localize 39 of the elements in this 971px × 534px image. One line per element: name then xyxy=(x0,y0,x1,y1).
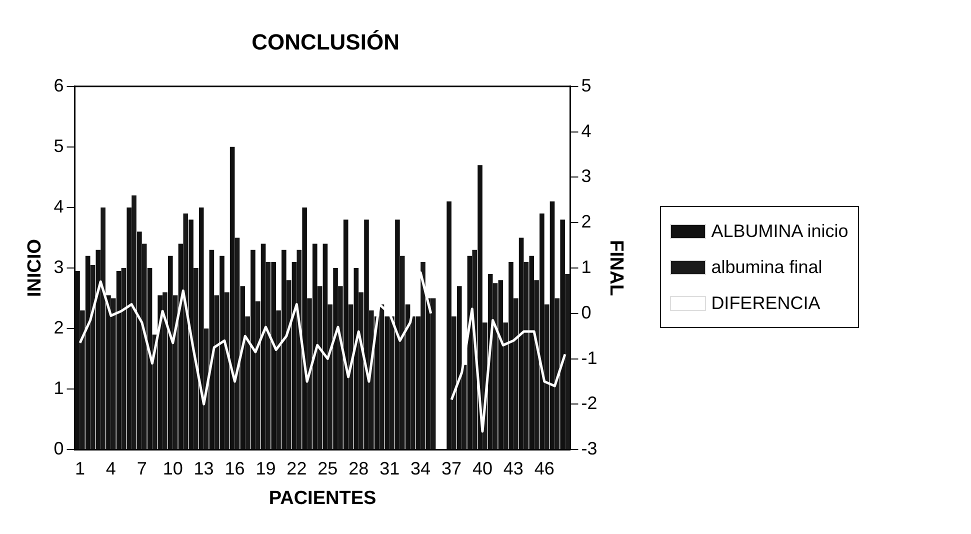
y-tick-label: 0 xyxy=(54,438,64,459)
y2-tick-label: 2 xyxy=(581,212,592,232)
y2-tick-label: -1 xyxy=(581,348,598,368)
y-tick-label: 4 xyxy=(54,196,64,216)
x-tick-label: 34 xyxy=(410,458,431,478)
legend-label: DIFERENCIA xyxy=(711,292,820,314)
x-tick-label: 31 xyxy=(380,458,400,478)
legend-label: ALBUMINA inicio xyxy=(711,220,848,242)
x-axis-title: PACIENTES xyxy=(268,488,376,509)
x-tick-label: 1 xyxy=(74,458,85,478)
x-tick-label: 10 xyxy=(162,458,183,478)
y2-tick-label: 5 xyxy=(581,75,592,96)
y2-tick-label: 0 xyxy=(581,302,592,322)
y-tick-label: 6 xyxy=(54,75,64,96)
y-tick-label: 2 xyxy=(54,318,64,338)
x-tick-label: 16 xyxy=(224,458,245,478)
x-tick-label: 28 xyxy=(348,458,369,478)
y2-tick-label: 1 xyxy=(581,256,592,277)
y2-tick-label: -2 xyxy=(581,393,598,414)
y-tick-label: 1 xyxy=(54,378,64,398)
x-tick-label: 7 xyxy=(136,458,147,478)
x-tick-label: 37 xyxy=(441,458,462,478)
y2-tick-label: 4 xyxy=(581,120,592,141)
x-tick-label: 4 xyxy=(106,458,116,478)
x-tick-label: 40 xyxy=(472,458,492,478)
x-tick-label: 46 xyxy=(534,458,554,478)
x-tick-label: 43 xyxy=(503,458,524,478)
y2-tick-label: 3 xyxy=(581,166,592,186)
y-tick-label: 5 xyxy=(54,136,64,156)
chart-title: CONCLUSIÓN xyxy=(252,29,400,54)
x-tick-label: 19 xyxy=(256,458,276,478)
y-axis-title: INICIO xyxy=(24,238,46,298)
y-tick-label: 3 xyxy=(54,256,64,277)
y2-axis-title: FINAL xyxy=(605,240,626,296)
x-tick-label: 13 xyxy=(194,458,214,478)
y2-tick-label: -3 xyxy=(581,438,598,459)
legend-label: albumina final xyxy=(711,256,822,278)
x-tick-label: 25 xyxy=(318,458,338,478)
x-tick-label: 22 xyxy=(286,458,307,478)
